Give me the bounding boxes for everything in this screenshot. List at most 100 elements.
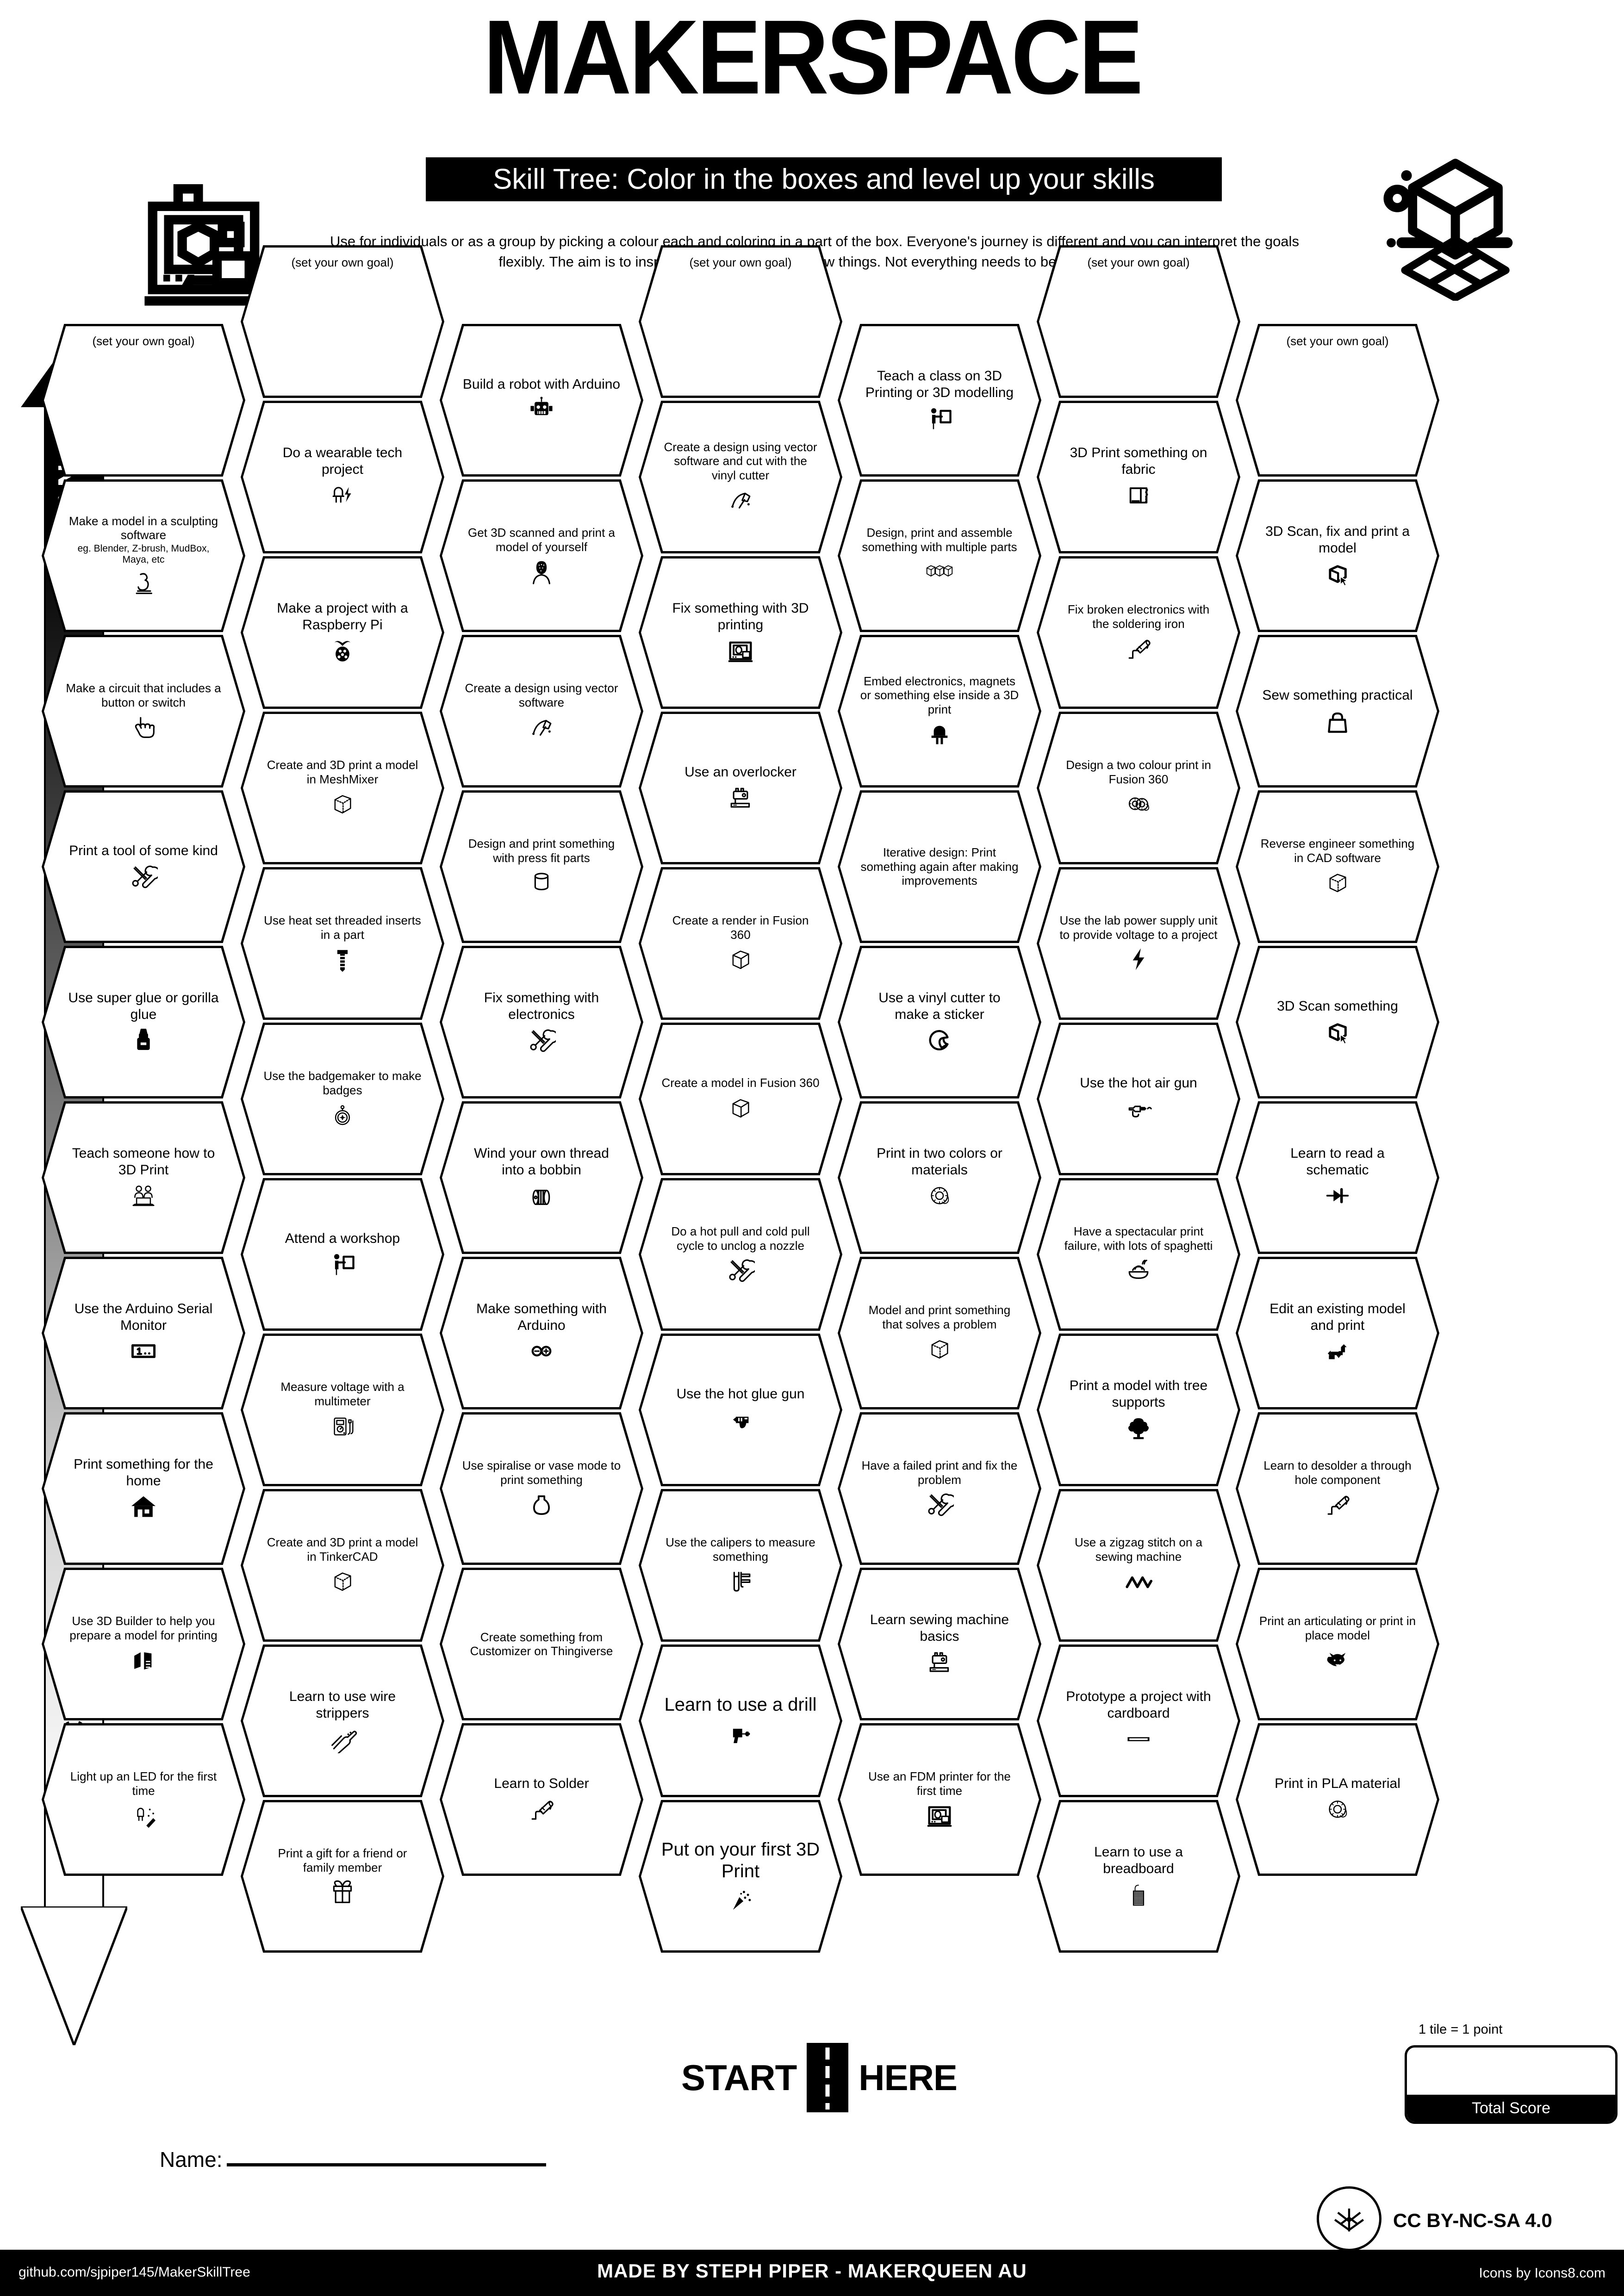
name-label: Name: [160, 2147, 223, 2172]
skill-hex[interactable]: Make something with Arduino [440, 1257, 643, 1409]
skill-hex[interactable]: Attend a workshop [241, 1178, 444, 1331]
hex-content: Learn to use a drill [661, 1694, 820, 1748]
skill-hex[interactable]: Print something for the home [42, 1412, 245, 1565]
skill-hex[interactable]: Learn to use wire strippers [241, 1644, 444, 1797]
teacher-icon [328, 1250, 357, 1278]
skill-hex[interactable]: Make a model in a sculpting software eg. … [42, 479, 245, 632]
skill-hex[interactable]: Create a design using vector software an… [639, 401, 842, 553]
skill-hex[interactable]: Prototype a project with cardboard [1037, 1644, 1240, 1797]
skill-hex[interactable]: Print a model with tree supports [1037, 1334, 1240, 1486]
skill-hex[interactable]: Create and 3D print a model in MeshMixer [241, 712, 444, 864]
skill-hex[interactable]: Put on your first 3D Print [639, 1800, 842, 1953]
github-link[interactable]: github.com/sjpiper145/MakerSkillTree [19, 2265, 250, 2280]
skill-hex[interactable]: Learn to desolder a through hole compone… [1236, 1412, 1439, 1565]
hex-label: Print an articulating or print in place … [1259, 1614, 1416, 1642]
skill-hex[interactable]: Print in two colors or materials [838, 1101, 1041, 1254]
skill-hex[interactable]: Design a two colour print in Fusion 360 [1037, 712, 1240, 864]
skill-hex[interactable]: Have a failed print and fix the problem [838, 1412, 1041, 1565]
skill-hex[interactable]: Learn sewing machine basics [838, 1568, 1041, 1720]
skill-hex[interactable]: Use super glue or gorilla glue [42, 946, 245, 1098]
skill-hex[interactable]: Get 3D scanned and print a model of your… [440, 479, 643, 632]
skill-hex[interactable]: Use the hot glue gun [639, 1334, 842, 1486]
name-field[interactable]: Name: [160, 2147, 547, 2172]
hex-outline [440, 1101, 643, 1254]
skill-hex[interactable]: Fix broken electronics with the solderin… [1037, 556, 1240, 709]
skill-hex[interactable]: Design, print and assemble something wit… [838, 479, 1041, 632]
skill-hex[interactable]: Do a wearable tech project [241, 401, 444, 553]
skill-hex[interactable]: Use the calipers to measure something [639, 1489, 842, 1642]
skill-hex[interactable]: Embed electronics, magnets or something … [838, 635, 1041, 788]
skill-hex[interactable]: Sew something practical [1236, 635, 1439, 788]
skill-hex[interactable]: Use the hot air gun [1037, 1023, 1240, 1175]
skill-hex[interactable]: Create a render in Fusion 360 [639, 867, 842, 1020]
skill-hex[interactable]: Build a robot with Arduino [440, 324, 643, 477]
hex-outline [1236, 946, 1439, 1098]
hex-label: Create something from Customizer on Thin… [470, 1630, 613, 1658]
hex-label: Do a wearable tech project [282, 445, 403, 477]
3d-printer-icon [726, 636, 755, 665]
skill-hex[interactable]: Fix something with 3D printing [639, 556, 842, 709]
hex-outline [42, 1723, 245, 1876]
skill-hex[interactable]: Edit an existing model and print [1236, 1257, 1439, 1409]
skill-hex[interactable]: Reverse engineer something in CAD softwa… [1236, 790, 1439, 943]
skill-hex[interactable]: Use the badgemaker to make badges [241, 1023, 444, 1175]
skill-hex[interactable]: Light up an LED for the first time [42, 1723, 245, 1876]
hex-label: (set your own goal) [1286, 334, 1389, 348]
skill-hex[interactable]: Teach a class on 3D Printing or 3D model… [838, 324, 1041, 477]
skill-hex[interactable]: 3D Scan something [1236, 946, 1439, 1098]
skill-hex[interactable]: Measure voltage with a multimeter [241, 1334, 444, 1486]
skill-hex[interactable]: Use a vinyl cutter to make a sticker [838, 946, 1041, 1098]
skill-hex[interactable]: Use a zigzag stitch on a sewing machine [1037, 1489, 1240, 1642]
skill-hex[interactable]: Use an overlocker [639, 712, 842, 864]
hex-content: Design and print something with press fi… [462, 837, 621, 897]
skill-hex[interactable]: 3D Scan, fix and print a model [1236, 479, 1439, 632]
skill-hex[interactable]: Wind your own thread into a bobbin [440, 1101, 643, 1254]
skill-hex[interactable]: Learn to Solder [440, 1723, 643, 1876]
skill-hex[interactable]: Iterative design: Print something again … [838, 790, 1041, 943]
skill-hex-goal-placeholder[interactable]: (set your own goal) [241, 245, 444, 398]
skill-hex[interactable]: Use the Arduino Serial Monitor [42, 1257, 245, 1409]
skill-hex[interactable]: Make a circuit that includes a button or… [42, 635, 245, 788]
skill-hex[interactable]: Use heat set threaded inserts in a part [241, 867, 444, 1020]
skill-hex[interactable]: Do a hot pull and cold pull cycle to unc… [639, 1178, 842, 1331]
skill-hex[interactable]: Use spiralise or vase mode to print some… [440, 1412, 643, 1565]
skill-hex[interactable]: Make a project with a Raspberry Pi [241, 556, 444, 709]
skill-hex[interactable]: Fix something with electronics [440, 946, 643, 1098]
hex-outline [241, 1800, 444, 1953]
skill-hex[interactable]: Print a gift for a friend or family memb… [241, 1800, 444, 1953]
hex-label: Print a model with tree supports [1069, 1378, 1208, 1410]
hex-content: Use the hot glue gun [661, 1386, 820, 1434]
party-popper-icon [726, 1885, 755, 1914]
skill-hex[interactable]: Print in PLA material [1236, 1723, 1439, 1876]
skill-hex[interactable]: Create something from Customizer on Thin… [440, 1568, 643, 1720]
total-score-box[interactable]: Total Score [1405, 2045, 1618, 2124]
hex-label: Prototype a project with cardboard [1066, 1689, 1211, 1721]
skill-hex[interactable]: 3D Print something on fabric [1037, 401, 1240, 553]
skill-hex-goal-placeholder[interactable]: (set your own goal) [42, 324, 245, 477]
skill-hex[interactable]: Learn to use a breadboard [1037, 1800, 1240, 1953]
skill-hex[interactable]: Teach someone how to 3D Print [42, 1101, 245, 1254]
hex-label: Make a model in a sculpting software [68, 514, 218, 542]
skill-hex-goal-placeholder[interactable]: (set your own goal) [1236, 324, 1439, 477]
glue-icon [129, 1026, 158, 1055]
skill-hex-goal-placeholder[interactable]: (set your own goal) [639, 245, 842, 398]
skill-hex[interactable]: Print a tool of some kind [42, 790, 245, 943]
skill-hex[interactable]: Model and print something that solves a … [838, 1257, 1041, 1409]
skill-hex[interactable]: Create a model in Fusion 360 [639, 1023, 842, 1175]
icons-credit[interactable]: Icons by Icons8.com [1479, 2265, 1605, 2281]
skill-hex[interactable]: Design and print something with press fi… [440, 790, 643, 943]
hex-content: (set your own goal) [42, 334, 245, 348]
skill-hex[interactable]: Print an articulating or print in place … [1236, 1568, 1439, 1720]
skill-hex[interactable]: Use an FDM printer for the first time [838, 1723, 1041, 1876]
skill-hex[interactable]: Learn to use a drill [639, 1644, 842, 1797]
hex-outline [42, 324, 245, 477]
skill-hex[interactable]: Create a design using vector software [440, 635, 643, 788]
skill-hex[interactable]: Have a spectacular print failure, with l… [1037, 1178, 1240, 1331]
skill-hex[interactable]: Use the lab power supply unit to provide… [1037, 867, 1240, 1020]
skill-hex[interactable]: Create and 3D print a model in TinkerCAD [241, 1489, 444, 1642]
skill-hex[interactable]: Learn to read a schematic [1236, 1101, 1439, 1254]
skill-hex[interactable]: Use 3D Builder to help you prepare a mod… [42, 1568, 245, 1720]
name-input-line[interactable] [227, 2163, 547, 2166]
tools-icon [527, 1026, 556, 1055]
skill-hex-goal-placeholder[interactable]: (set your own goal) [1037, 245, 1240, 398]
